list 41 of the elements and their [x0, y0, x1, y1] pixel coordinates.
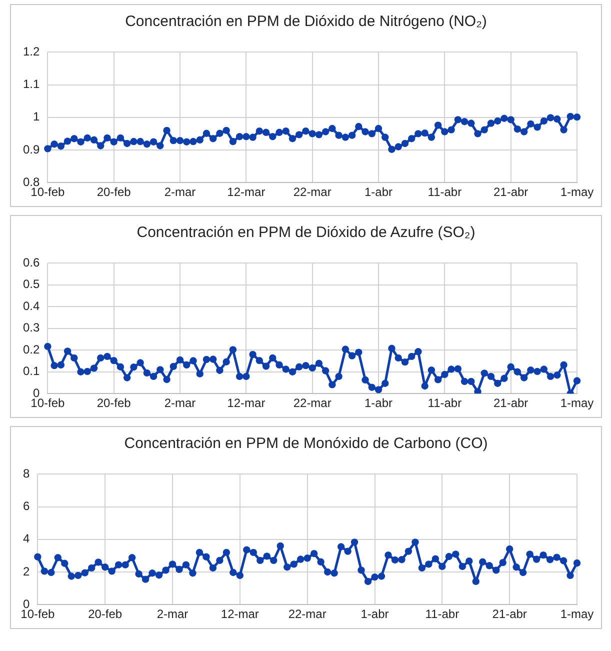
- x-tick-label: 21-abr: [493, 185, 528, 200]
- x-tick-label: 11-abr: [428, 396, 462, 410]
- x-tick-label: 2-mar: [164, 396, 196, 410]
- x-tick-label: 22-mar: [288, 607, 326, 622]
- y-tick-label: 0.6: [22, 256, 40, 270]
- x-tick-label: 20-feb: [88, 607, 122, 622]
- y-tick-label: 6: [22, 499, 30, 514]
- chart-title: Concentración en PPM de Dióxido de Azufre (SO₂): [136, 223, 476, 243]
- y-tick-label: 0.3: [22, 320, 40, 335]
- x-tick-label: 1-may: [560, 396, 594, 410]
- x-tick-label: 20-feb: [96, 185, 132, 200]
- x-tick-label: 1-abr: [360, 607, 389, 622]
- x-tick-label: 2-mar: [164, 185, 196, 200]
- chart-title: Concentración en PPM de Monóxido de Carbono (CO): [123, 434, 489, 454]
- y-tick-label: 1.1: [22, 77, 40, 92]
- x-tick-label: 11-abr: [428, 185, 462, 200]
- y-tick-label: 2: [22, 564, 30, 578]
- x-tick-label: 11-abr: [425, 607, 460, 622]
- y-tick-label: 0.5: [22, 277, 40, 292]
- chart-title: Concentración en PPM de Dióxido de Nitrógeno (NO₂): [124, 12, 488, 32]
- x-tick-label: 1-abr: [364, 396, 393, 410]
- y-tick-label: 8: [22, 466, 30, 481]
- y-tick-label: 0.1: [22, 364, 40, 378]
- x-tick-label: 20-feb: [96, 396, 132, 410]
- x-tick-label: 1-may: [560, 185, 594, 200]
- y-tick-label: 4: [22, 532, 30, 546]
- y-tick-label: 1.2: [22, 44, 40, 59]
- x-tick-label: 12-mar: [227, 396, 266, 410]
- x-tick-label: 1-may: [560, 607, 594, 622]
- x-tick-label: 1-abr: [364, 185, 393, 200]
- x-tick-label: 22-mar: [293, 396, 332, 410]
- y-tick-label: 1: [32, 110, 40, 124]
- x-tick-label: 22-mar: [293, 185, 332, 200]
- x-tick-label: 12-mar: [220, 607, 259, 622]
- x-tick-label: 21-abr: [493, 396, 528, 410]
- x-tick-label: 21-abr: [492, 607, 527, 622]
- x-tick-label: 2-mar: [156, 607, 188, 622]
- y-tick-label: 0.9: [22, 142, 40, 156]
- y-tick-label: 0.2: [22, 342, 40, 356]
- y-tick-label: 0.4: [22, 298, 40, 313]
- x-tick-label: 12-mar: [227, 185, 266, 200]
